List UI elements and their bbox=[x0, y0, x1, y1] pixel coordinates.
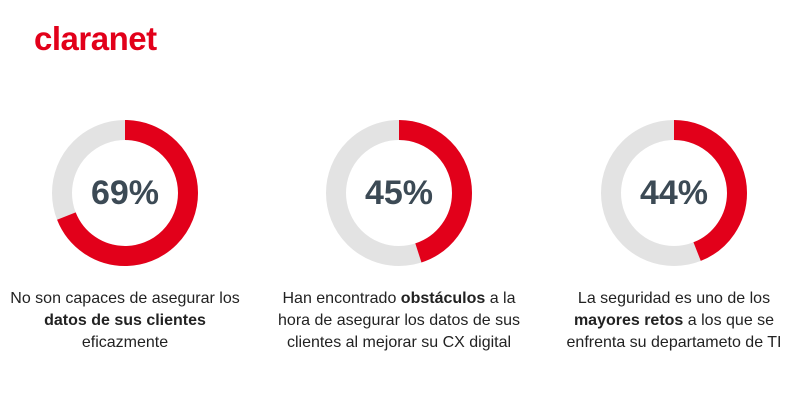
donut-value-arc bbox=[326, 120, 472, 266]
donut-chart: 44% bbox=[599, 118, 749, 268]
stat-card-2: 45% Han encontrado obstáculos a la hora … bbox=[274, 118, 524, 408]
caption-highlight: obstáculos bbox=[400, 290, 486, 307]
caption-text: eficazmente bbox=[81, 334, 169, 351]
donut-chart: 69% bbox=[50, 118, 200, 268]
donut-value-arc bbox=[601, 120, 747, 266]
stat-caption: No son capaces de asegurar los datos de … bbox=[0, 288, 250, 354]
caption-text: a la hora de asegurar los datos de sus c… bbox=[278, 290, 520, 351]
percent-value: 44% bbox=[639, 174, 709, 212]
caption-text: Han encontrado bbox=[282, 290, 401, 307]
donut-svg bbox=[52, 120, 198, 266]
stat-caption: La seguridad es uno de los mayores retos… bbox=[549, 288, 799, 354]
claranet-logo: claranet bbox=[34, 20, 157, 57]
caption-text: No son capaces de asegurar los bbox=[10, 290, 240, 307]
donut-chart: 45% bbox=[324, 118, 474, 268]
stat-card-3: 44% La seguridad es uno de los mayores r… bbox=[549, 118, 799, 408]
percent-value: 45% bbox=[364, 174, 434, 212]
caption-highlight: mayores retos bbox=[573, 312, 684, 329]
donut-value-arc bbox=[52, 120, 198, 266]
stat-caption: Han encontrado obstáculos a la hora de a… bbox=[274, 288, 524, 354]
caption-text: a los que se enfrenta su departameto de … bbox=[566, 312, 782, 351]
donut-svg bbox=[601, 120, 747, 266]
caption-text: La seguridad es uno de los bbox=[577, 290, 771, 307]
donut-svg bbox=[326, 120, 472, 266]
percent-value: 69% bbox=[90, 174, 160, 212]
caption-highlight: datos de sus clientes bbox=[44, 312, 206, 329]
stat-card-1: 69% No son capaces de asegurar los datos… bbox=[0, 118, 250, 408]
